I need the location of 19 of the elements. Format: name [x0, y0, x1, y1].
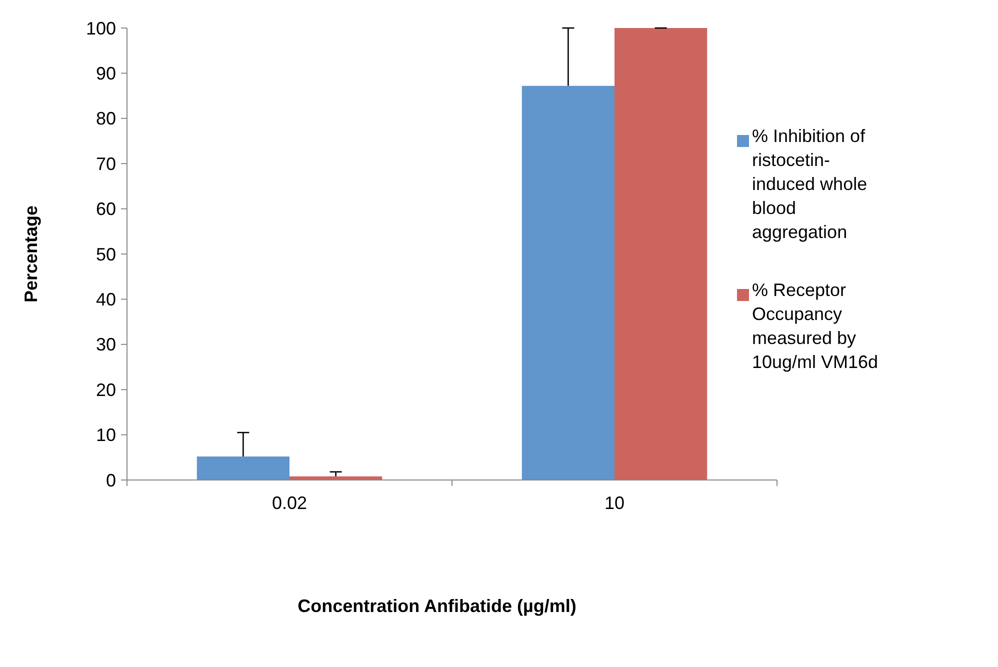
y-tick-label: 80	[96, 108, 116, 129]
x-tick-label: 0.02	[272, 493, 308, 513]
y-tick-label: 60	[96, 199, 116, 220]
y-tick-label: 100	[86, 18, 116, 38]
y-tick-label: 20	[96, 380, 116, 400]
bar	[614, 28, 708, 480]
bar	[522, 86, 614, 480]
bar	[196, 456, 290, 480]
y-tick-label: 70	[96, 154, 116, 174]
y-axis-title: Percentage	[21, 205, 41, 303]
legend-label: % Inhibition of ristocetin-induced whole blood aggregation	[752, 126, 868, 242]
y-tick-label: 0	[106, 470, 116, 490]
y-tick-label: 10	[96, 425, 116, 446]
y-tick-label: 30	[96, 334, 116, 355]
x-axis-title: Concentration Anfibatide (µg/ml)	[298, 596, 576, 616]
legend-label: % Receptor Occupancy measured by 10ug/ml VM16d	[752, 280, 878, 372]
y-tick-label: 90	[96, 64, 116, 84]
y-tick-label: 50	[96, 244, 116, 264]
y-tick-label: 40	[96, 290, 116, 310]
